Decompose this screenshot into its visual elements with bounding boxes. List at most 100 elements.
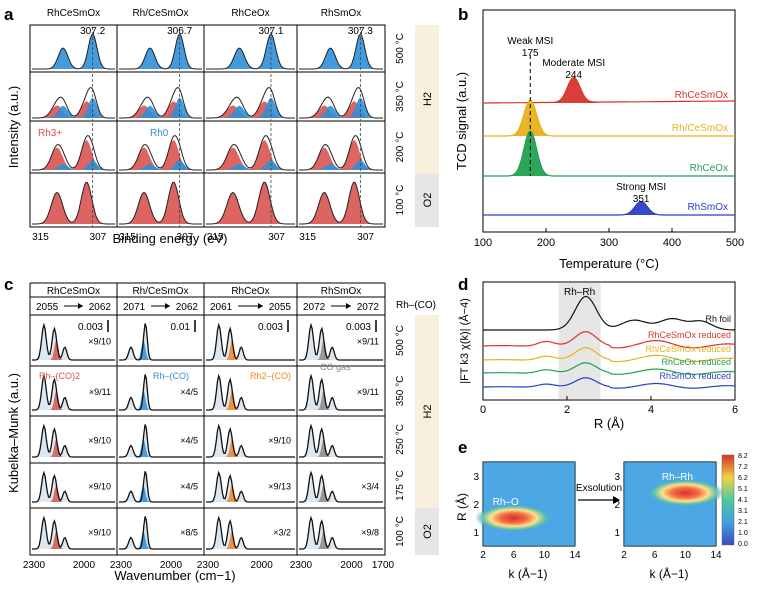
rh-co2-label: Rh–(CO)2 — [39, 371, 80, 381]
panel-b-tick-label: 500 — [726, 237, 744, 249]
panel-a-frame — [29, 24, 386, 228]
ir-spectrum-line — [206, 322, 295, 361]
wavelet-hotspot-label: Rh–Rh — [662, 472, 693, 483]
panel-e-x-tick-label: 2 — [480, 550, 486, 561]
scale-multiplier: ×9/10 — [268, 436, 291, 446]
rh-rh-highlight-label: Rh–Rh — [564, 287, 595, 298]
ir-band-area — [299, 472, 383, 502]
exafs-series-line — [483, 377, 736, 389]
strong-msi-value: 351 — [633, 194, 650, 205]
panel-a-row-temperature: 200 °C — [395, 132, 406, 163]
ir-spectrum-line — [299, 423, 383, 458]
peak-position-label: 307.2 — [80, 26, 105, 37]
tpr-series-line — [483, 99, 735, 137]
shift-arrow-head — [78, 303, 83, 309]
panel-c-tick-label: 2000 — [340, 560, 363, 571]
ir-spectrum-line — [119, 516, 202, 550]
ir-band-area — [32, 324, 115, 360]
h2-strip — [415, 25, 439, 173]
ir-band-area — [206, 375, 295, 410]
exafs-series-line — [482, 331, 736, 349]
scale-multiplier: ×4/5 — [180, 387, 198, 397]
panel-e-y-tick-label: 1 — [473, 528, 479, 539]
h2-label: H2 — [422, 404, 434, 418]
panel-c-tick-label: 2300 — [110, 560, 133, 571]
shift-arrow-head — [165, 303, 170, 309]
exafs-series-line — [482, 362, 736, 375]
rh-co-label: Rh–(CO) — [153, 371, 189, 381]
panel-d-letter: d — [458, 275, 468, 294]
panel-e-y-tick-label: 2 — [614, 500, 620, 511]
rh3-peak-area — [299, 182, 383, 224]
scale-bar-label: 0.003 — [258, 322, 283, 333]
tpr-peak-area — [616, 201, 666, 215]
xps-envelope-line — [32, 181, 115, 225]
panel-a-row-temperature: 500 °C — [395, 33, 406, 64]
wavelet-hotspot — [646, 478, 724, 507]
panel-a-column-header: RhCeSmOx — [47, 8, 100, 19]
scale-bar-label: 0.003 — [78, 322, 103, 333]
xps-envelope-line — [206, 135, 295, 171]
xps-envelope-line — [299, 135, 383, 171]
panel-a-xlabel: Binding energy (eV) — [113, 231, 228, 246]
panel-e-x-tick-label: 10 — [680, 550, 692, 561]
rh3-peak-area — [206, 140, 295, 170]
panel-a-tick-label: 307 — [90, 232, 107, 243]
tpr-series-line — [483, 201, 735, 216]
panel-c-tick-label: 1700 — [372, 560, 395, 571]
panel-a-ylabel: Intensity (a.u.) — [6, 86, 21, 168]
scale-multiplier: ×4/5 — [180, 482, 198, 492]
ir-spectrum-line — [119, 374, 202, 411]
rh0-peak-area — [206, 34, 295, 69]
xps-envelope-line — [119, 135, 202, 171]
colorbar-tick-label: 0.0 — [738, 541, 748, 548]
colorbar-tick-label: 2.1 — [738, 519, 748, 526]
panel-e-letter: e — [458, 438, 467, 457]
ir-spectrum-line — [32, 423, 115, 458]
panel-e-x-tick-label: 6 — [511, 550, 517, 561]
rh0-peak-area — [206, 160, 295, 170]
rh3-label: Rh3+ — [38, 128, 62, 139]
panel-e-xlabel-right: k (Å−1) — [649, 566, 688, 581]
panel-c-row-temperature: 350 °C — [395, 376, 406, 407]
ir-spectrum-line — [32, 322, 115, 361]
rh3-peak-area — [32, 182, 115, 224]
panel-d-frame — [482, 281, 736, 401]
panel-a-tick-label: 307 — [268, 232, 285, 243]
exafs-series-label: Rh foil — [705, 314, 731, 324]
xps-envelope-line — [206, 181, 295, 225]
ir-spectrum-line — [32, 515, 115, 550]
h2-label: H2 — [422, 92, 434, 106]
peak-position-label: 307.3 — [348, 26, 373, 37]
moderate-msi-label: Moderate MSI — [542, 58, 605, 69]
shift-start-label: 2071 — [123, 302, 146, 313]
shift-end-label: 2072 — [357, 302, 380, 313]
tpr-series-label: Rh/CeSmOx — [672, 123, 728, 134]
exafs-series-line — [482, 347, 736, 363]
scale-multiplier: ×9/10 — [88, 528, 111, 538]
ir-band-area — [32, 472, 115, 502]
rh0-peak-area — [299, 34, 383, 69]
panel-d-tick-label: 4 — [648, 404, 654, 416]
ir-band-area — [206, 472, 295, 502]
panel-e-x-tick-label: 2 — [621, 550, 627, 561]
panel-a-row-temperature: 100 °C — [395, 185, 406, 216]
rh3-peak-area — [119, 140, 202, 170]
ir-band-area — [206, 425, 295, 457]
panel-a-row-temperature: 350 °C — [395, 81, 406, 112]
ir-spectrum-line — [206, 515, 295, 550]
rh0-peak-area — [32, 97, 115, 118]
panel-c: c RhCeSmOx 2055 2062 Rh/CeSmOx 2071 2062 RhCeO… — [4, 275, 439, 583]
panel-a-tick-label: 315 — [299, 232, 316, 243]
o2-label: O2 — [422, 524, 434, 539]
ir-spectrum-line — [299, 373, 383, 411]
exafs-series-label: Rh/CeSmOx reduced — [645, 344, 731, 354]
panel-a-tick-label: 307 — [357, 232, 374, 243]
panel-d-ylabel: |FT k3 χ(k)| (Å−4) — [458, 298, 471, 384]
shift-start-label: 2061 — [210, 302, 233, 313]
peak-position-label: 306.7 — [167, 26, 192, 37]
panel-d-tick-label: 2 — [564, 404, 570, 416]
panel-e-xlabel-left: k (Å−1) — [508, 566, 547, 581]
h2-strip — [415, 315, 439, 508]
panel-e-y-tick-label: 2 — [473, 500, 479, 511]
